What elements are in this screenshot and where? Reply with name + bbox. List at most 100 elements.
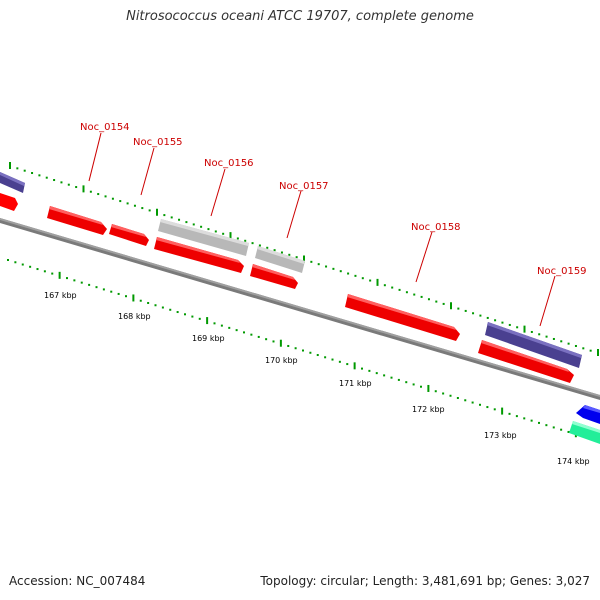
minor-tick	[161, 306, 164, 309]
minor-tick	[530, 330, 533, 333]
gene-right-teal[interactable]	[569, 421, 600, 444]
minor-tick	[29, 265, 32, 268]
scale-label-169: 169 kbp	[192, 334, 225, 343]
minor-tick	[257, 335, 260, 338]
minor-tick	[31, 172, 34, 175]
minor-tick	[139, 299, 142, 302]
scale-label-174: 174 kbp	[557, 457, 590, 466]
major-tick	[82, 185, 85, 193]
gene-label-noc-0157: Noc_0157	[279, 181, 329, 192]
gene-noc-0159[interactable]	[485, 322, 582, 368]
minor-tick	[538, 421, 540, 424]
minor-tick	[589, 349, 592, 352]
gene-noc-0155[interactable]	[109, 224, 149, 246]
gene-noc-0158[interactable]	[345, 294, 460, 341]
scale-label-170: 170 kbp	[265, 356, 298, 365]
minor-tick	[169, 308, 172, 311]
minor-tick	[265, 338, 268, 341]
minor-tick	[412, 383, 415, 386]
minor-tick	[442, 302, 445, 305]
minor-tick	[552, 337, 555, 340]
minor-tick	[104, 195, 107, 198]
minor-tick	[80, 281, 83, 284]
gene-label-noc-0155: Noc_0155	[133, 137, 183, 148]
gene-left-red[interactable]	[0, 193, 18, 211]
gene-noc-0154[interactable]	[47, 206, 107, 235]
major-tick	[353, 362, 356, 370]
minor-tick	[110, 290, 113, 293]
gene-left-purple[interactable]	[0, 172, 25, 193]
minor-tick	[361, 367, 363, 370]
minor-tick	[272, 340, 275, 343]
minor-tick	[545, 424, 548, 427]
genome-stats-text: Topology: circular; Length: 3,481,691 bp…	[260, 574, 590, 588]
gene-noc-0157-red[interactable]	[250, 264, 298, 289]
major-tick	[501, 407, 504, 415]
minor-tick	[141, 207, 144, 210]
minor-tick	[464, 309, 467, 312]
minor-tick	[523, 417, 526, 420]
minor-tick	[405, 291, 408, 294]
minor-tick	[236, 237, 239, 240]
minor-tick	[456, 397, 459, 400]
minor-tick	[213, 322, 216, 325]
minor-tick	[119, 200, 122, 203]
minor-tick	[471, 401, 474, 404]
minor-tick	[192, 223, 195, 226]
minor-tick	[147, 301, 150, 304]
gene-label-noc-0156: Noc_0156	[204, 158, 254, 169]
minor-tick	[250, 333, 253, 336]
minor-tick	[560, 428, 563, 431]
minor-tick	[67, 183, 70, 186]
gene-noc-0159-red[interactable]	[478, 340, 574, 383]
minor-tick	[567, 342, 570, 345]
minor-tick	[95, 286, 98, 289]
minor-tick	[574, 344, 577, 347]
minor-tick	[390, 376, 393, 379]
minor-tick	[427, 298, 430, 301]
minor-tick	[560, 340, 563, 343]
scale-label-172: 172 kbp	[412, 405, 445, 414]
minor-tick	[75, 186, 78, 189]
minor-tick	[243, 331, 245, 334]
minor-tick	[220, 324, 223, 327]
minor-tick	[383, 374, 386, 377]
minor-tick	[420, 385, 422, 388]
gene-label-noc-0154: Noc_0154	[80, 122, 130, 133]
minor-tick	[508, 412, 511, 415]
minor-tick	[316, 354, 319, 357]
minor-tick	[176, 311, 179, 314]
major-tick	[279, 339, 282, 347]
minor-tick	[501, 321, 504, 324]
minor-tick	[309, 351, 312, 354]
minor-tick	[200, 225, 203, 228]
minor-tick	[545, 335, 548, 338]
minor-tick	[38, 174, 41, 177]
minor-tick	[198, 317, 201, 320]
minor-tick	[486, 316, 489, 319]
minor-tick	[163, 214, 166, 217]
minor-tick	[530, 419, 533, 422]
minor-tick	[207, 228, 210, 231]
gene-noc-0157[interactable]	[255, 246, 305, 273]
minor-tick	[516, 326, 519, 329]
minor-tick	[273, 249, 276, 252]
minor-tick	[413, 293, 416, 296]
major-tick	[450, 302, 452, 310]
minor-tick	[310, 260, 313, 263]
minor-tick	[36, 268, 39, 271]
minor-tick	[60, 181, 63, 184]
minor-tick	[89, 190, 92, 193]
major-tick	[303, 255, 305, 263]
minor-tick	[53, 179, 56, 182]
minor-tick	[73, 279, 76, 282]
major-tick	[206, 317, 209, 325]
minor-tick	[7, 259, 9, 261]
minor-tick	[383, 284, 386, 287]
minor-tick	[244, 239, 247, 242]
minor-tick	[332, 267, 335, 270]
gene-noc-0156[interactable]	[158, 219, 249, 256]
gene-right-blue[interactable]	[576, 405, 600, 424]
gene-noc-0156-red[interactable]	[154, 237, 244, 273]
minor-tick	[126, 202, 129, 205]
